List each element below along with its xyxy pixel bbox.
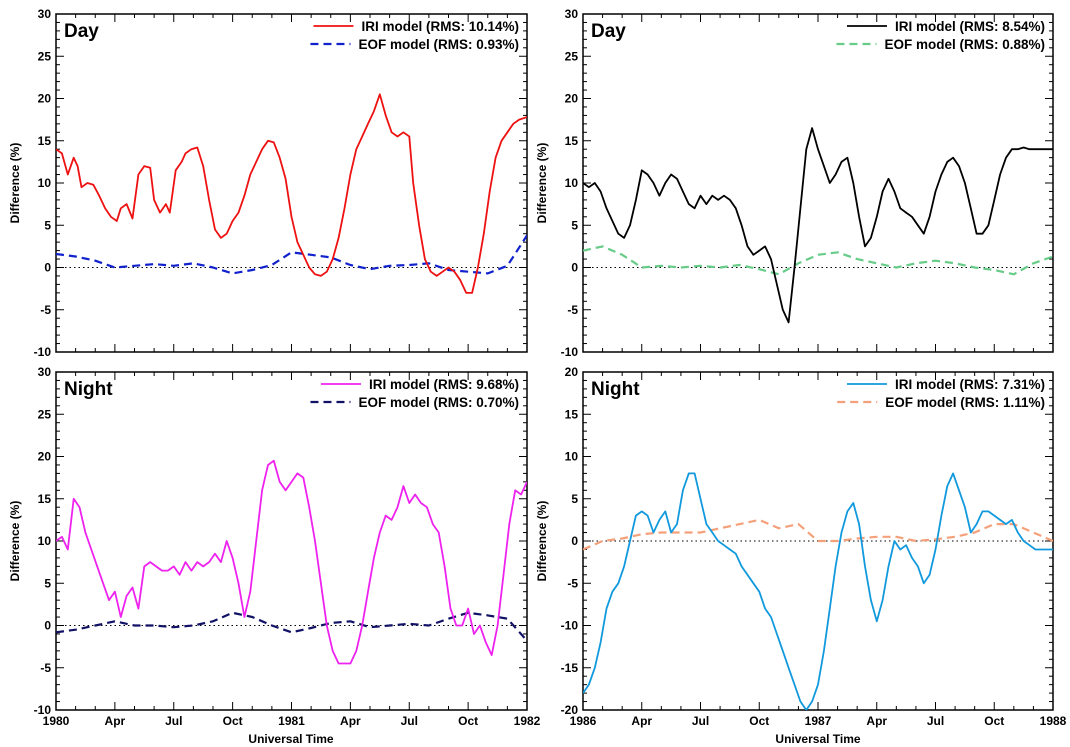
y-axis-title: Difference (%) (535, 501, 549, 582)
legend-label: EOF model (RMS: 1.11%) (885, 395, 1045, 410)
panel-4: -20 -15 -10 -5 0 5 10 15 20 1986 Apr Jul Oct 1987 Apr J… (535, 365, 1067, 728)
x-tick-label: 1986 (570, 714, 597, 728)
x-tick-label: 1987 (805, 714, 832, 728)
y-tick-label: -5 (567, 576, 578, 590)
y-tick-label: 5 (44, 218, 51, 232)
y-tick-label: 5 (44, 576, 51, 590)
y-tick-label: -10 (561, 345, 579, 359)
y-tick-label: 5 (571, 492, 578, 506)
panel-label: Day (591, 21, 626, 42)
y-tick-label: 10 (565, 176, 579, 190)
y-tick-label: 0 (571, 261, 578, 275)
y-tick-label: 30 (565, 7, 579, 21)
x-tick-label: Jul (927, 714, 944, 728)
y-tick-label: -10 (34, 703, 52, 717)
y-axis-title: Difference (%) (535, 143, 549, 224)
y-tick-label: 30 (38, 365, 52, 379)
x-tick-label: Apr (866, 714, 887, 728)
panel-label: Night (591, 379, 640, 400)
panel-1: -10 -5 0 5 10 15 20 25 30 Difference (%) Day IRI mo… (8, 7, 528, 359)
series-line-2 (56, 611, 527, 642)
y-tick-label: 10 (38, 534, 52, 548)
y-tick-label: 0 (44, 261, 51, 275)
x-tick-label: Jul (692, 714, 709, 728)
y-tick-label: 0 (44, 619, 51, 633)
series-line-2 (583, 518, 1053, 551)
x-tick-label: Apr (340, 714, 361, 728)
x-tick-label: Jul (401, 714, 418, 728)
legend-label: EOF model (RMS: 0.70%) (358, 395, 519, 410)
x-axis-title-right: Universal Time (775, 732, 860, 746)
legend-label: EOF model (RMS: 0.93%) (358, 37, 519, 52)
y-tick-label: 30 (38, 7, 52, 21)
y-tick-label: 25 (565, 49, 579, 63)
panel-label: Day (64, 21, 99, 42)
x-tick-label: Oct (223, 714, 243, 728)
series-line-1 (56, 459, 527, 665)
y-tick-label: -10 (561, 619, 579, 633)
series-line-1 (583, 472, 1053, 710)
y-tick-label: 20 (38, 450, 52, 464)
y-tick-label: -5 (567, 303, 578, 317)
y-tick-label: 25 (38, 407, 52, 421)
x-tick-label: Apr (631, 714, 652, 728)
panel-label: Night (64, 379, 113, 400)
y-tick-label: -10 (34, 345, 52, 359)
y-tick-label: -20 (561, 703, 579, 717)
y-tick-label: 20 (38, 92, 52, 106)
y-tick-label: 5 (571, 218, 578, 232)
y-tick-label: 10 (565, 450, 579, 464)
y-tick-label: 15 (565, 407, 579, 421)
legend-label: IRI model (RMS: 7.31%) (895, 377, 1045, 392)
panel-3: -10 -5 0 5 10 15 20 25 30 1980 Apr Jul Oct 1981 Apr Jul… (8, 365, 541, 728)
panel-2: -10 -5 0 5 10 15 20 25 30 Difference (%) Day IRI mo… (535, 7, 1054, 359)
plot-frame (55, 13, 528, 353)
x-tick-label: Oct (458, 714, 478, 728)
y-tick-label: 15 (565, 134, 579, 148)
x-tick-label: Oct (749, 714, 769, 728)
series-line-2 (56, 234, 527, 275)
x-tick-label: 1981 (278, 714, 305, 728)
y-tick-label: 15 (38, 492, 52, 506)
y-tick-label: 20 (565, 92, 579, 106)
y-tick-label: -5 (40, 661, 51, 675)
y-tick-label: 20 (565, 365, 579, 379)
y-tick-label: 25 (38, 49, 52, 63)
y-tick-label: 15 (38, 134, 52, 148)
y-tick-label: -5 (40, 303, 51, 317)
x-tick-label: Oct (984, 714, 1004, 728)
x-axis-title-left: Universal Time (248, 732, 333, 746)
y-tick-label: 10 (38, 176, 52, 190)
series-line-1 (583, 127, 1053, 324)
y-axis-title: Difference (%) (8, 143, 22, 224)
x-tick-label: 1980 (43, 714, 70, 728)
legend-label: IRI model (RMS: 10.14%) (361, 19, 519, 34)
x-tick-label: Apr (105, 714, 126, 728)
x-tick-label: 1988 (1040, 714, 1067, 728)
y-tick-label: -15 (561, 661, 579, 675)
legend-label: IRI model (RMS: 8.54%) (895, 19, 1045, 34)
legend-label: IRI model (RMS: 9.68%) (369, 377, 519, 392)
y-axis-title: Difference (%) (8, 501, 22, 582)
series-line-1 (56, 93, 527, 294)
x-tick-label: 1982 (514, 714, 541, 728)
series-line-2 (583, 245, 1053, 276)
y-tick-label: 0 (571, 534, 578, 548)
x-tick-label: Jul (165, 714, 182, 728)
legend-label: EOF model (RMS: 0.88%) (884, 37, 1045, 52)
plot-frame (55, 371, 528, 711)
